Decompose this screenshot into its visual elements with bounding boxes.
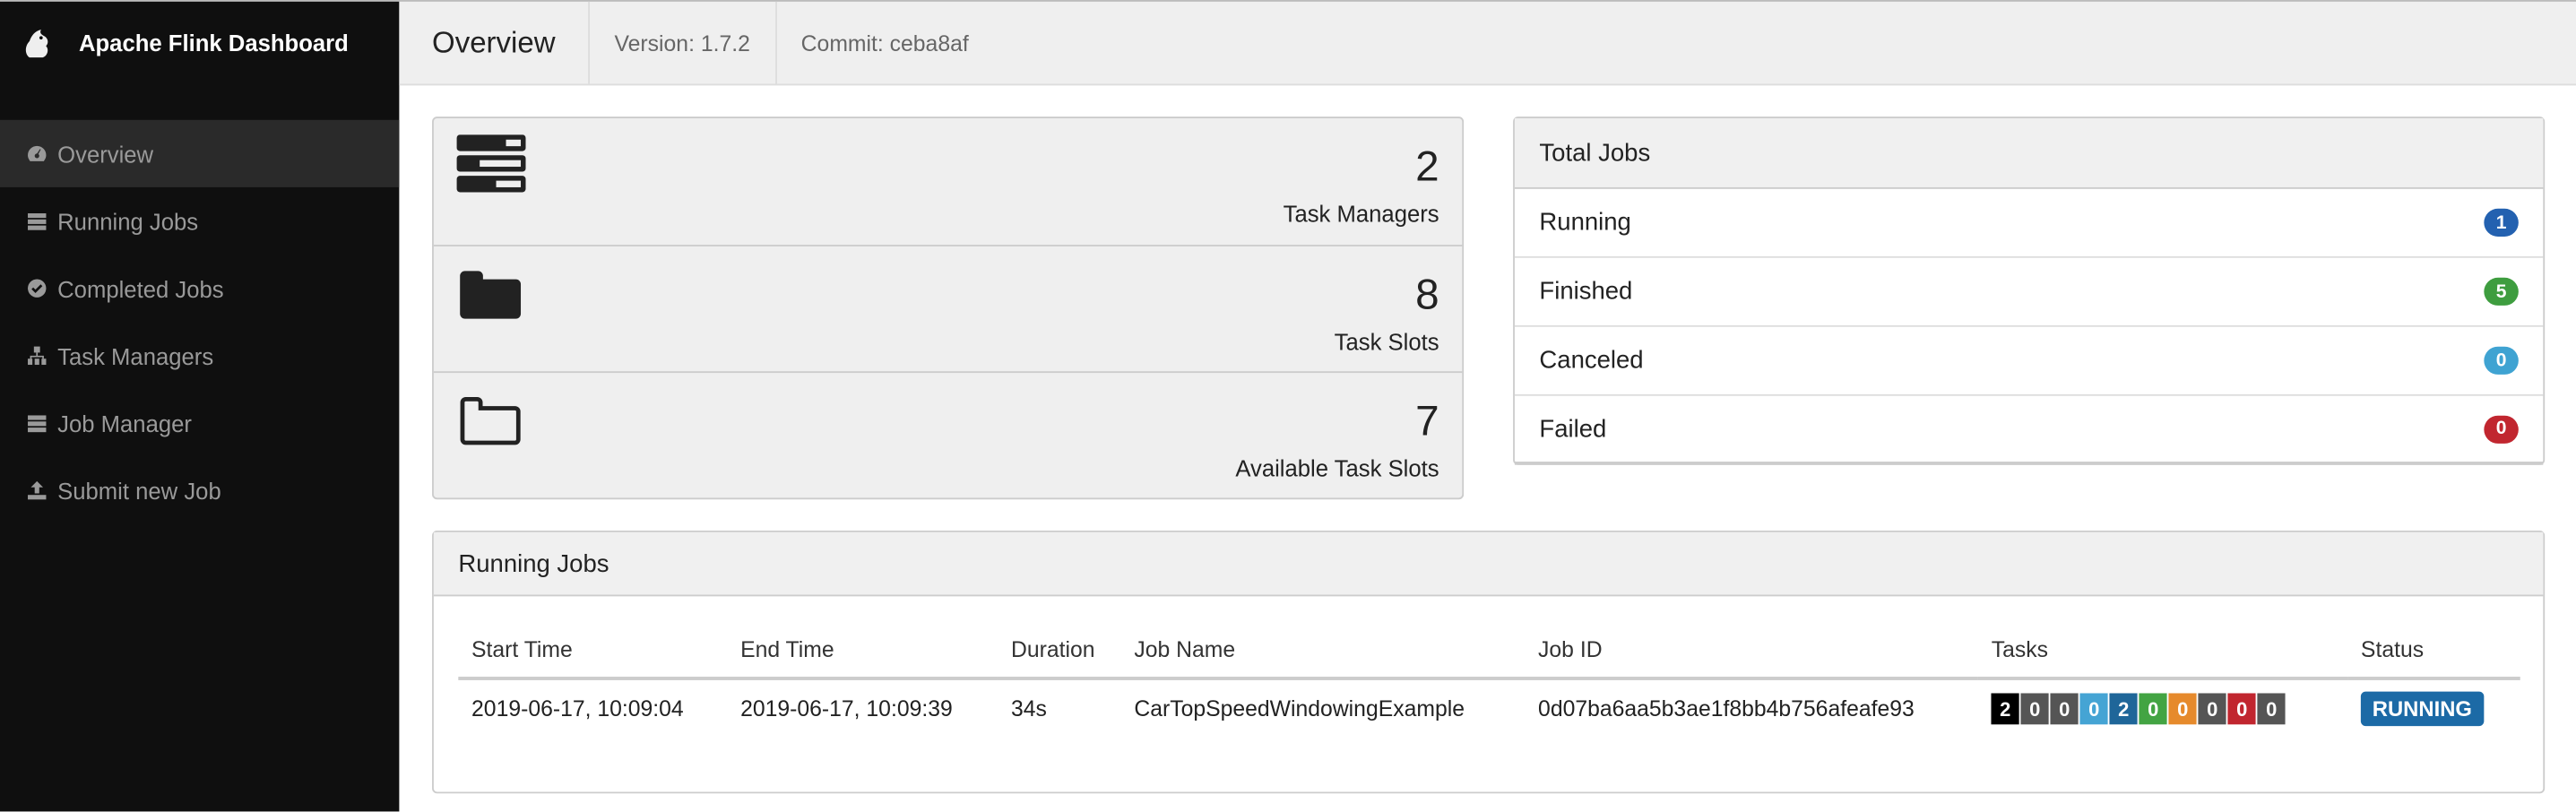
cluster-stats-panel: 2 Task Managers 8 Task Slots 7 Available… [432, 117, 1465, 500]
start-time: 2019-06-17, 10:09:04 [471, 696, 684, 721]
status-cell: RUNNING [2347, 678, 2520, 738]
count-badge: 0 [2484, 346, 2519, 375]
sidebar-item-completed-jobs[interactable]: Completed Jobs [0, 255, 399, 322]
sidebar-item-label: Running Jobs [57, 207, 199, 235]
total-jobs-row-finished: Finished 5 [1514, 258, 2544, 327]
end-time: 2019-06-17, 10:09:39 [740, 696, 953, 721]
stat-task-slots: 8 Task Slots [433, 246, 1463, 374]
brand[interactable]: Apache Flink Dashboard [0, 0, 400, 83]
sidebar-nav: Overview Running Jobs Completed Jobs Tas… [0, 119, 400, 524]
sidebar-item-label: Task Managers [57, 342, 214, 369]
task-count-badge: 0 [2168, 693, 2197, 725]
task-count-badge: 0 [2257, 693, 2286, 725]
upload-icon [28, 480, 47, 500]
panel-title: Total Jobs [1514, 117, 2544, 189]
stat-label: Task Slots [1334, 327, 1439, 355]
stat-value: 8 [1415, 268, 1439, 318]
total-jobs-row-failed: Failed 0 [1514, 396, 2544, 465]
row-label: Running [1539, 208, 1631, 237]
task-count-badge: 2 [2109, 693, 2138, 725]
flink-squirrel-logo [25, 29, 48, 58]
column-header[interactable]: Job ID [1525, 622, 1979, 680]
task-count-badge: 0 [2020, 693, 2049, 725]
stat-label: Available Task Slots [1235, 455, 1439, 482]
sidebar: Apache Flink Dashboard Overview Running … [0, 0, 400, 812]
column-header[interactable]: Job Name [1120, 622, 1526, 680]
check-circle-icon [28, 279, 47, 298]
tasks-icon [28, 213, 47, 230]
sitemap-icon [28, 346, 47, 366]
total-jobs-row-canceled: Canceled 0 [1514, 327, 2544, 396]
status-badge: RUNNING [2360, 691, 2484, 727]
row-label: Canceled [1539, 346, 1644, 375]
stat-value: 2 [1415, 141, 1439, 191]
sidebar-item-label: Completed Jobs [57, 275, 224, 302]
sidebar-item-job-manager[interactable]: Job Manager [0, 389, 399, 456]
stat-available-task-slots: 7 Available Task Slots [434, 373, 1462, 500]
stat-label: Task Managers [1283, 200, 1439, 227]
folder-icon [460, 270, 522, 318]
column-header[interactable]: Start Time [458, 622, 728, 680]
job-id: 0d07ba6aa5b3ae1f8bb4b756afeafe93 [1538, 696, 1915, 721]
task-count-badge: 0 [2050, 693, 2079, 725]
running-jobs-panel: Running Jobs Start Time End Time Duration J… [432, 531, 2546, 794]
task-count-badge: 0 [2139, 693, 2167, 725]
version-label: Version: 1.7.2 [590, 1, 777, 84]
task-count-badge: 0 [2227, 693, 2256, 725]
duration: 34s [1010, 696, 1047, 721]
commit-label: Commit: ceba8af [800, 30, 969, 56]
total-jobs-row-running: Running 1 [1514, 189, 2544, 258]
task-count-badge: 0 [2079, 693, 2108, 725]
row-label: Failed [1539, 414, 1607, 443]
task-count-badge: 2 [1991, 693, 2019, 725]
sidebar-item-running-jobs[interactable]: Running Jobs [0, 187, 399, 255]
sidebar-item-label: Overview [57, 140, 154, 168]
total-jobs-panel: Total Jobs Running 1 Finished 5 Canceled 0 Fai… [1513, 117, 2546, 465]
stat-value: 7 [1415, 396, 1439, 446]
sidebar-item-overview[interactable]: Overview [0, 119, 400, 187]
top-header: Overview Version: 1.7.2 Commit: ceba8af [399, 0, 2576, 86]
dashboard-icon [28, 145, 47, 161]
sidebar-item-label: Submit new Job [57, 477, 221, 504]
app-title: Apache Flink Dashboard [78, 29, 349, 56]
sidebar-item-label: Job Manager [57, 410, 192, 436]
folder-open-icon [460, 397, 521, 445]
row-label: Finished [1539, 277, 1633, 306]
count-badge: 0 [2484, 414, 2519, 443]
task-count-badge: 0 [2198, 693, 2226, 725]
count-badge: 5 [2484, 277, 2519, 306]
sidebar-item-task-managers[interactable]: Task Managers [0, 322, 399, 389]
tasks-icon [28, 415, 47, 433]
panel-title: Running Jobs [433, 531, 2544, 597]
count-badge: 1 [2484, 208, 2519, 237]
running-jobs-table: Start Time End Time Duration Job Name Job ID… [458, 622, 2520, 738]
column-header[interactable]: End Time [727, 622, 998, 680]
table-row[interactable]: 2019-06-17, 10:09:04 2019-06-17, 10:09:3… [458, 678, 2520, 738]
sidebar-item-submit-new-job[interactable]: Submit new Job [0, 457, 399, 524]
job-name: CarTopSpeedWindowingExample [1134, 696, 1465, 721]
column-header[interactable]: Duration [998, 622, 1121, 680]
stat-task-managers: 2 Task Managers [433, 118, 1463, 246]
column-header[interactable]: Tasks [1978, 622, 2348, 680]
server-icon [456, 134, 526, 193]
page-title: Overview [399, 1, 591, 84]
column-header[interactable]: Status [2347, 622, 2520, 680]
